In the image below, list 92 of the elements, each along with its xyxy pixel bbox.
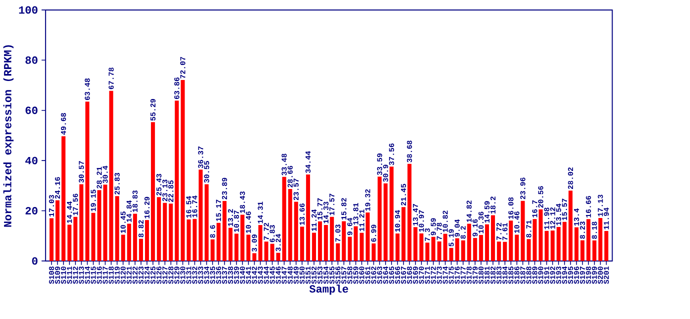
bar	[496, 242, 501, 262]
bar	[61, 136, 66, 262]
bar	[162, 203, 167, 262]
bar	[419, 234, 424, 262]
bar	[390, 166, 394, 262]
bar	[402, 207, 406, 262]
bar	[252, 253, 256, 262]
bar	[330, 216, 334, 262]
bar	[85, 102, 90, 262]
bar	[366, 212, 370, 262]
bar	[156, 197, 161, 262]
bar	[550, 230, 555, 262]
bar	[431, 237, 436, 262]
bar	[425, 242, 430, 262]
bar	[204, 184, 209, 262]
bar	[467, 224, 472, 262]
bar	[192, 219, 197, 262]
bar	[336, 243, 340, 262]
bar	[240, 214, 244, 262]
bar	[502, 242, 507, 262]
bar	[598, 218, 602, 262]
bar	[228, 228, 232, 262]
bar	[174, 100, 179, 262]
bar	[473, 238, 478, 262]
bar	[168, 204, 173, 262]
bar	[288, 189, 292, 262]
y-tick-label: 20	[26, 207, 38, 215]
bar	[324, 225, 328, 262]
bar	[604, 231, 608, 262]
bar	[538, 209, 543, 262]
bar	[348, 236, 352, 262]
bar	[73, 217, 78, 262]
y-tick-label: 0	[32, 257, 38, 265]
bar	[514, 234, 519, 262]
bar	[258, 225, 262, 262]
bar	[67, 224, 72, 262]
y-axis-title: Normalized expression (RPKM)	[3, 45, 14, 227]
bar	[580, 240, 584, 262]
bar	[56, 200, 60, 262]
bar	[520, 200, 525, 262]
bar	[384, 184, 388, 262]
bar	[479, 235, 484, 262]
bar	[282, 177, 286, 262]
bar	[198, 170, 203, 262]
bar	[150, 122, 155, 262]
bar	[121, 234, 126, 262]
bar	[234, 234, 238, 262]
y-tick-label: 80	[26, 56, 38, 64]
bar	[461, 240, 466, 262]
bar	[437, 242, 442, 262]
bar	[109, 90, 114, 262]
bar	[562, 222, 567, 262]
bar	[144, 220, 149, 262]
bar	[407, 164, 412, 262]
bar	[342, 221, 346, 262]
bar	[413, 227, 418, 262]
bar	[449, 248, 454, 262]
bar	[216, 223, 221, 262]
bar	[222, 201, 227, 262]
bar	[378, 176, 382, 262]
bar	[294, 202, 298, 262]
bar	[574, 227, 578, 262]
bar	[139, 238, 144, 262]
bar	[318, 222, 322, 262]
bar	[115, 196, 120, 262]
bar	[79, 184, 84, 262]
bar	[300, 226, 304, 262]
bar	[544, 231, 549, 262]
x-axis-title: Sample	[309, 284, 348, 295]
bar	[91, 213, 96, 262]
bar	[396, 234, 400, 262]
bar	[50, 218, 54, 262]
bar	[568, 190, 573, 262]
bar	[133, 214, 138, 262]
bar	[127, 224, 132, 262]
y-tick-label: 40	[25, 156, 38, 164]
bar	[210, 240, 215, 262]
bar	[312, 232, 316, 262]
bar	[556, 227, 561, 262]
bar	[264, 242, 268, 262]
bar	[306, 174, 310, 262]
bar	[586, 219, 590, 262]
bar	[490, 215, 495, 262]
bar	[180, 80, 185, 262]
bar	[485, 224, 490, 262]
bar	[455, 238, 460, 262]
bar	[246, 234, 250, 262]
bar	[372, 244, 376, 262]
y-tick-label: 100	[19, 6, 38, 14]
bar	[508, 220, 513, 262]
bar	[592, 240, 596, 262]
y-tick-label: 60	[26, 106, 38, 114]
